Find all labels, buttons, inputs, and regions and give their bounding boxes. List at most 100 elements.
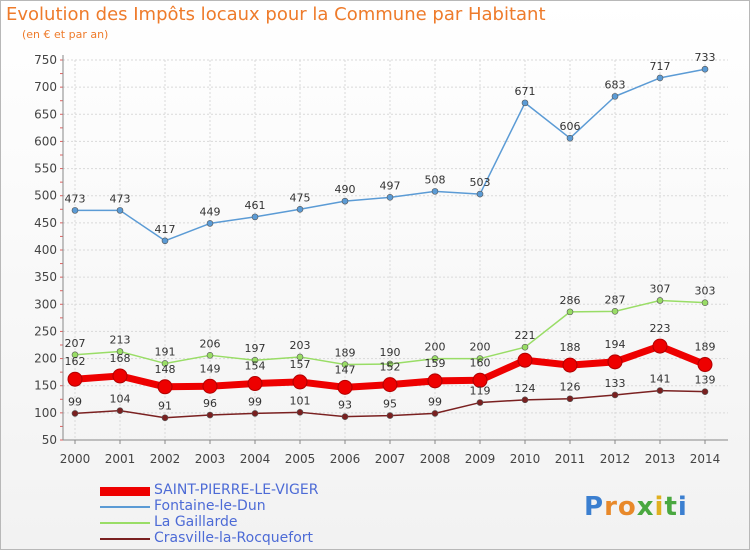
- data-point-3: [251, 410, 259, 417]
- data-point-1: [296, 205, 304, 213]
- data-label: 497: [380, 179, 401, 192]
- data-label: 733: [695, 51, 716, 64]
- data-point-1: [206, 220, 214, 227]
- x-tick-label: 2014: [690, 452, 721, 466]
- data-label: 207: [65, 337, 86, 350]
- data-label: 200: [470, 341, 491, 354]
- y-tick-label: 750: [34, 53, 57, 67]
- data-point-3: [116, 407, 124, 414]
- y-tick-label: 350: [34, 270, 57, 284]
- data-label: 160: [470, 356, 491, 369]
- data-label: 223: [650, 322, 671, 335]
- data-point-3: [386, 412, 394, 419]
- data-point-1: [701, 65, 709, 73]
- data-label: 152: [380, 361, 401, 374]
- data-label: 473: [110, 192, 131, 205]
- data-label: 508: [425, 173, 446, 186]
- data-label: 194: [605, 338, 626, 351]
- y-tick-label: 150: [34, 379, 57, 393]
- data-label: 93: [338, 399, 352, 412]
- data-point-0: [697, 357, 713, 373]
- data-label: 717: [650, 60, 671, 73]
- data-point-2: [206, 352, 214, 359]
- x-tick-label: 2000: [60, 452, 91, 466]
- data-point-2: [341, 361, 349, 368]
- data-label: 683: [605, 78, 626, 91]
- data-label: 503: [470, 176, 491, 189]
- data-point-3: [296, 409, 304, 416]
- data-label: 91: [158, 400, 172, 413]
- data-point-3: [161, 414, 169, 422]
- data-label: 101: [290, 394, 311, 407]
- data-point-0: [607, 354, 623, 370]
- data-label: 162: [65, 355, 86, 368]
- data-point-2: [611, 308, 619, 315]
- data-point-2: [251, 356, 259, 364]
- data-point-0: [382, 377, 398, 393]
- x-tick-label: 2002: [150, 452, 181, 466]
- logo-letter: i: [677, 492, 688, 522]
- logo-letter: r: [604, 492, 618, 522]
- data-label: 206: [200, 337, 221, 350]
- legend-label: Fontaine-le-Dun: [154, 498, 266, 514]
- legend-label: La Gaillarde: [154, 514, 238, 530]
- x-tick-label: 2012: [600, 452, 631, 466]
- data-point-1: [521, 99, 529, 107]
- data-point-1: [386, 194, 394, 201]
- data-point-2: [476, 355, 484, 362]
- data-point-0: [112, 368, 128, 384]
- logo-letter: o: [617, 492, 637, 522]
- data-point-2: [701, 299, 709, 306]
- data-label: 159: [425, 357, 446, 370]
- data-label: 200: [425, 341, 446, 354]
- data-point-0: [292, 374, 308, 390]
- y-tick-label: 650: [34, 107, 57, 121]
- data-label: 95: [383, 398, 397, 411]
- y-tick-label: 500: [34, 189, 57, 203]
- data-point-1: [566, 134, 574, 142]
- y-tick-label: 50: [42, 433, 57, 447]
- data-label: 191: [155, 345, 176, 358]
- data-label: 190: [380, 346, 401, 359]
- data-label: 133: [605, 377, 626, 390]
- data-label: 197: [245, 342, 266, 355]
- data-label: 461: [245, 199, 266, 212]
- data-point-3: [566, 395, 574, 403]
- data-point-3: [431, 410, 439, 417]
- data-point-0: [202, 378, 218, 394]
- x-tick-label: 2009: [465, 452, 496, 466]
- y-tick-label: 600: [34, 134, 57, 148]
- legend-swatch: [100, 506, 150, 508]
- data-point-3: [611, 391, 619, 399]
- data-point-1: [476, 190, 484, 198]
- y-tick-label: 700: [34, 80, 57, 94]
- data-point-1: [611, 93, 619, 100]
- legend-swatch: [100, 522, 150, 524]
- data-point-2: [386, 360, 394, 368]
- data-label: 99: [428, 395, 442, 408]
- data-point-0: [247, 376, 263, 392]
- data-label: 124: [515, 382, 536, 395]
- data-label: 449: [200, 205, 221, 218]
- y-tick-label: 300: [34, 297, 57, 311]
- data-point-0: [472, 372, 488, 388]
- data-label: 96: [203, 397, 217, 410]
- data-point-1: [71, 207, 79, 214]
- x-tick-label: 2011: [555, 452, 586, 466]
- data-point-1: [341, 197, 349, 205]
- x-tick-label: 2007: [375, 452, 406, 466]
- y-tick-label: 550: [34, 162, 57, 176]
- x-tick-label: 2005: [285, 452, 316, 466]
- logo-letter: P: [584, 492, 605, 522]
- data-point-2: [161, 360, 169, 367]
- data-label: 307: [650, 282, 671, 295]
- data-point-0: [652, 338, 668, 354]
- data-point-1: [116, 207, 124, 214]
- data-point-0: [67, 371, 83, 387]
- y-tick-label: 100: [34, 406, 57, 420]
- data-label: 475: [290, 191, 311, 204]
- y-tick-label: 200: [34, 352, 57, 366]
- data-point-3: [701, 388, 709, 395]
- data-label: 154: [245, 360, 266, 373]
